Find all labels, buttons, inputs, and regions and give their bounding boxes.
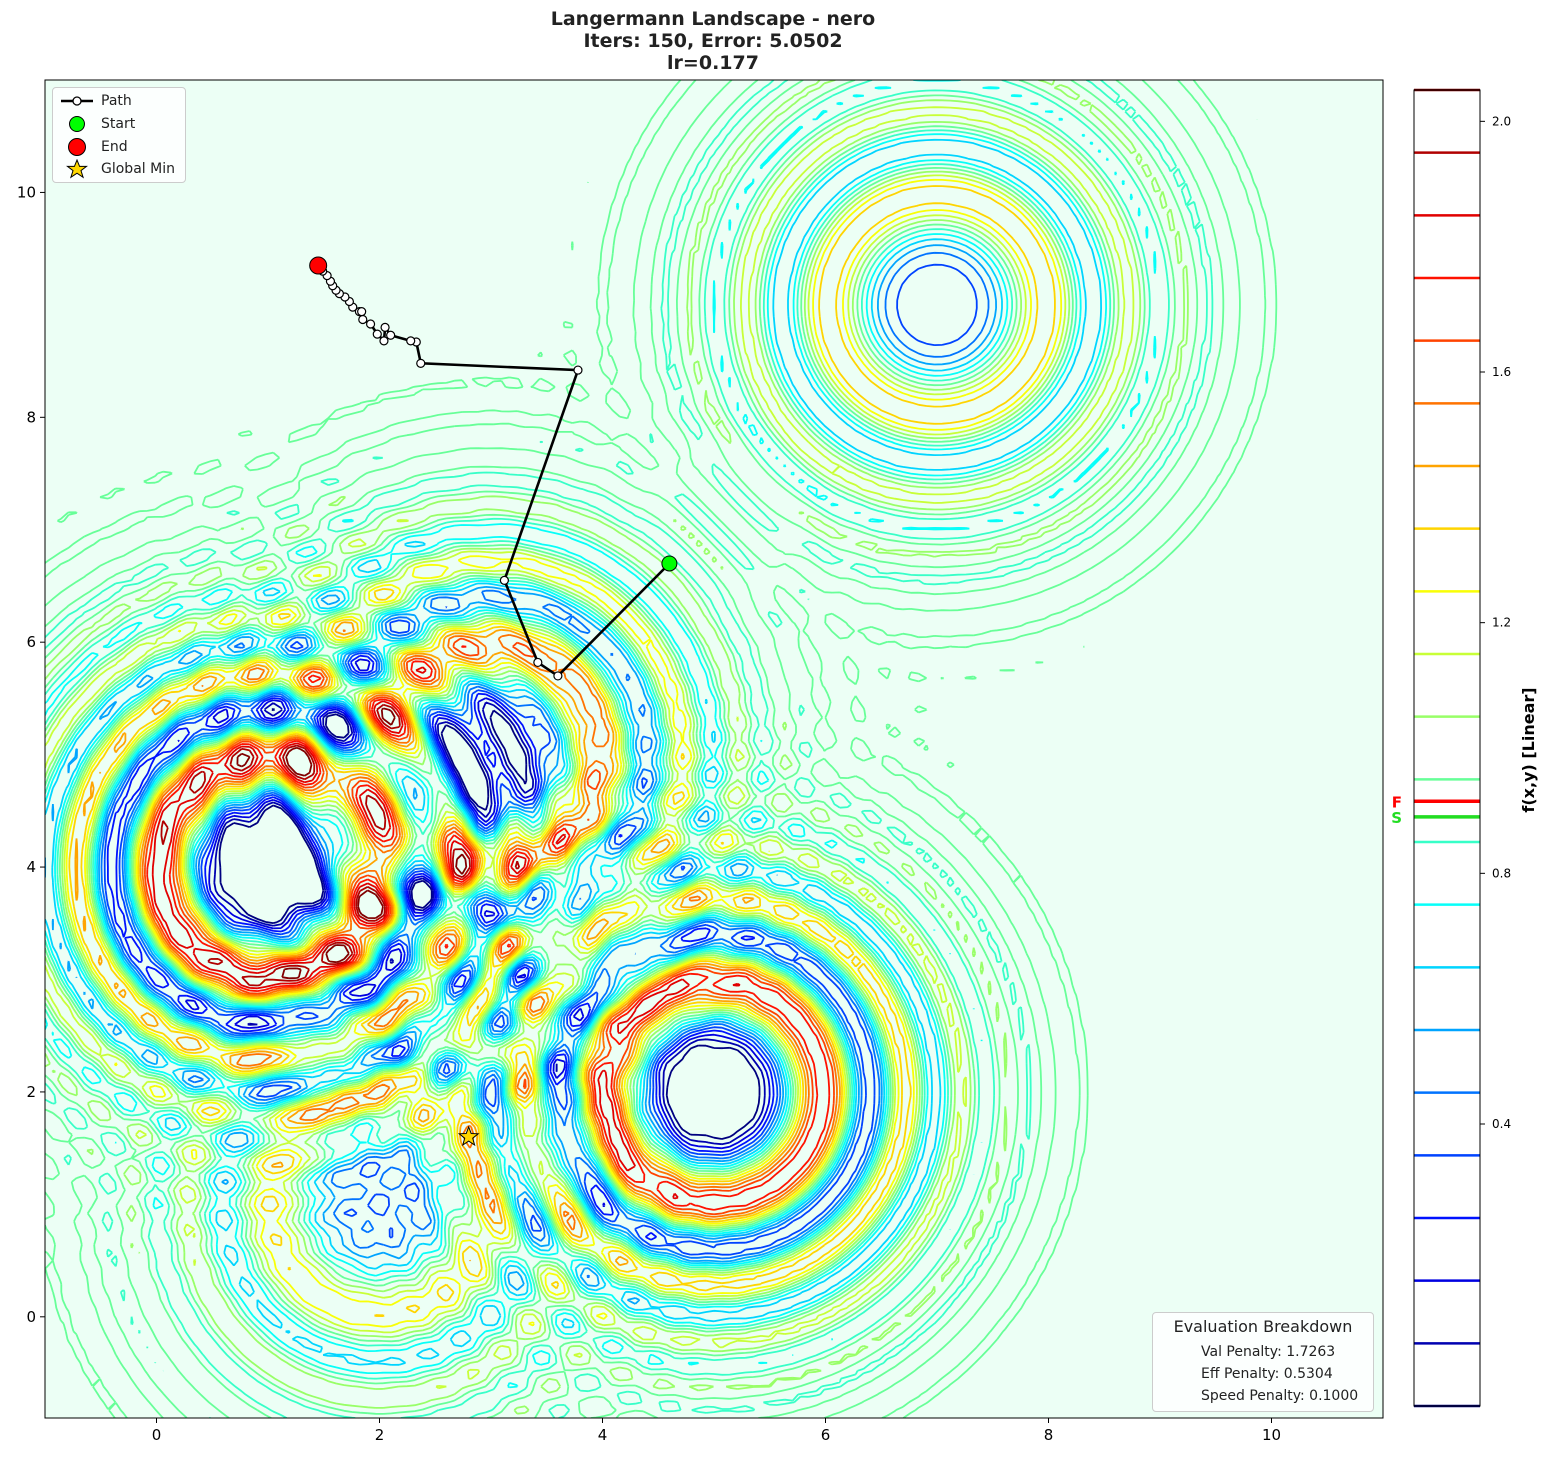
chart-title: Langermann Landscape - nero Iters: 150, …: [0, 8, 1426, 74]
colorbar-frame: [1413, 89, 1481, 1407]
y-tick-label: 2: [26, 1083, 36, 1101]
evaluation-breakdown: Evaluation Breakdown Val Penalty: 1.7263…: [1152, 1312, 1374, 1412]
y-tick-label: 8: [26, 408, 36, 426]
path-point: [380, 322, 390, 332]
contour-level-6: [45, 244, 997, 1305]
path-point: [416, 358, 426, 368]
title-line-1: Langermann Landscape - nero: [550, 8, 876, 30]
x-tick-label: 6: [821, 1426, 831, 1444]
path-point: [533, 657, 543, 668]
contour-level-3: [106, 654, 775, 1241]
speed-penalty: Speed Penalty: 0.1000: [1201, 1388, 1359, 1404]
path-point: [499, 575, 509, 585]
colorbar-tick-label: 0.8: [1492, 866, 1511, 880]
colorbar-label: f(x,y) [Linear]: [1519, 687, 1538, 812]
y-tick-label: 6: [26, 633, 36, 651]
colorbar: 0.4 0.8 1.2 1.6 2.0 FS: [1391, 88, 1511, 1408]
title-line-2: Iters: 150, Error: 5.0502: [583, 30, 843, 52]
legend-end-label: End: [101, 139, 128, 155]
path-point: [358, 314, 368, 325]
x-tick-label: 0: [152, 1426, 162, 1444]
x-tick-label: 4: [598, 1426, 608, 1444]
contour-level-2: [177, 658, 771, 1208]
y-tick-label: 10: [17, 183, 36, 201]
contour-level-7: [45, 138, 1102, 1366]
path-point: [357, 307, 367, 317]
contour-level-0: [218, 708, 761, 1140]
contour-level-4: [103, 263, 978, 1256]
path-point: [573, 365, 583, 375]
colorbar-marker-label: S: [1391, 809, 1402, 827]
path-point: [406, 336, 416, 346]
path-point: [372, 329, 382, 339]
evaluation-header: Evaluation Breakdown: [1173, 1317, 1353, 1336]
global-min-star-icon: [457, 1125, 480, 1147]
colorbar-tick-label: 1.6: [1492, 365, 1511, 379]
legend-end-symbol: [68, 138, 86, 156]
contour-level-21: [236, 707, 468, 980]
contour-level-10: [45, 80, 1278, 1418]
contour-level-13: [65, 178, 1063, 1328]
start-marker: [661, 555, 678, 572]
contour-lines: [45, 80, 1278, 1418]
contour-level-8: [45, 80, 1157, 1389]
path-point: [365, 319, 376, 329]
contour-level-16: [141, 629, 838, 1231]
x-tick-label: 2: [375, 1426, 385, 1444]
contour-level-12: [45, 106, 1135, 1390]
legend-start-symbol: [69, 116, 85, 132]
x-tick-label: 8: [1044, 1426, 1054, 1444]
colorbar-tick-label: 2.0: [1492, 114, 1511, 128]
path-point: [379, 336, 389, 346]
contour-level-19: [151, 666, 741, 1200]
contour-level-1: [213, 701, 766, 1146]
legend-star-icon: [66, 159, 88, 179]
x-axis: 0 2 4 6 8 10: [152, 1418, 1281, 1444]
y-axis: 0 2 4 6 8 10: [17, 183, 45, 1326]
contour-level-15: [74, 621, 841, 1267]
colorbar-background: [1414, 90, 1480, 1406]
val-penalty: Val Penalty: 1.7263: [1201, 1344, 1336, 1360]
legend-start-label: Start: [101, 116, 136, 132]
y-tick-label: 0: [26, 1308, 36, 1326]
legend-global-min-label: Global Min: [101, 161, 175, 177]
legend-path-symbol: [61, 96, 93, 106]
legend: Path Start End Global Min: [52, 87, 186, 183]
title-line-3: lr=0.177: [667, 52, 759, 74]
plot-frame: [44, 79, 1384, 1419]
eff-penalty: Eff Penalty: 0.5304: [1201, 1366, 1333, 1382]
contour-level-11: [45, 80, 1189, 1415]
optimizer-path: [311, 259, 675, 681]
y-tick-label: 4: [26, 858, 36, 876]
colorbar-marker-label: F: [1392, 793, 1402, 811]
end-marker: [309, 256, 328, 275]
colorbar-tick-label: 0.4: [1492, 1117, 1511, 1131]
contour-level-5: [100, 251, 990, 1279]
contour-level-14: [68, 185, 1056, 1317]
path-point: [386, 330, 396, 340]
contour-level-17: [144, 637, 835, 1216]
x-tick-label: 10: [1262, 1426, 1281, 1444]
marker-layer: [309, 256, 678, 1147]
path-point: [553, 671, 563, 681]
contour-level-20: [160, 703, 521, 987]
colorbar-tick-label: 1.2: [1492, 616, 1511, 630]
contour-level-18: [146, 645, 831, 1211]
legend-path-label: Path: [101, 93, 132, 109]
